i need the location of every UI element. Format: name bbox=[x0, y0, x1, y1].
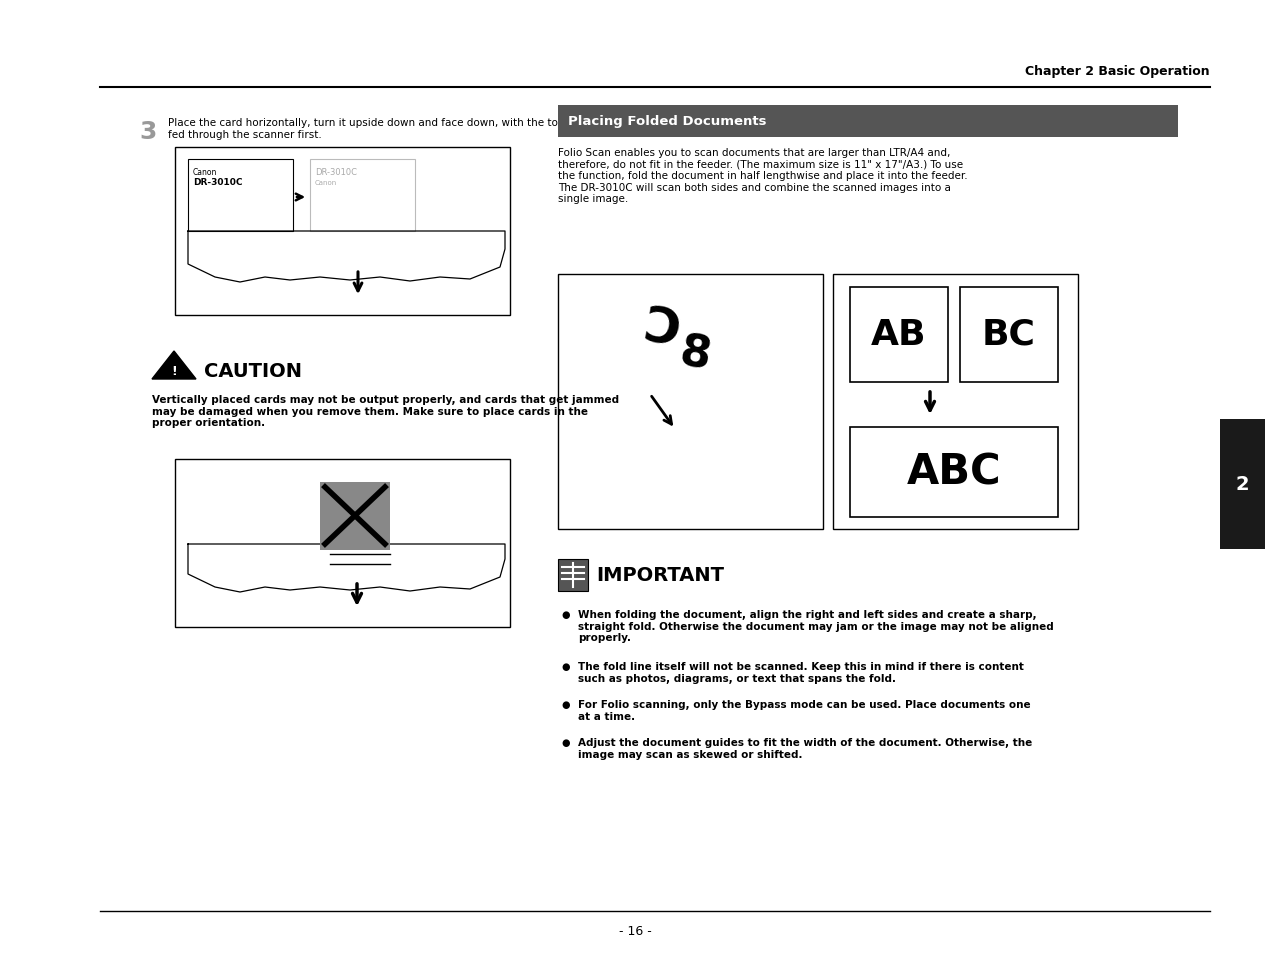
Text: Chapter 2 Basic Operation: Chapter 2 Basic Operation bbox=[1025, 65, 1210, 78]
FancyBboxPatch shape bbox=[188, 160, 293, 232]
Text: CAUTION: CAUTION bbox=[204, 362, 302, 381]
Text: ●: ● bbox=[561, 609, 570, 619]
FancyBboxPatch shape bbox=[175, 459, 511, 627]
Text: Adjust the document guides to fit the width of the document. Otherwise, the
imag: Adjust the document guides to fit the wi… bbox=[578, 738, 1033, 759]
Circle shape bbox=[652, 456, 660, 463]
Text: Ɔ: Ɔ bbox=[640, 303, 685, 356]
Text: - 16 -: - 16 - bbox=[618, 924, 652, 938]
FancyBboxPatch shape bbox=[558, 274, 823, 530]
Text: ABC: ABC bbox=[907, 452, 1001, 494]
FancyBboxPatch shape bbox=[558, 106, 1179, 138]
Text: Vertically placed cards may not be output properly, and cards that get jammed
ma: Vertically placed cards may not be outpu… bbox=[152, 395, 620, 428]
Text: 8: 8 bbox=[676, 331, 714, 378]
FancyBboxPatch shape bbox=[175, 148, 511, 315]
Text: Place the card horizontally, turn it upside down and face down, with the top
fed: Place the card horizontally, turn it ups… bbox=[168, 118, 564, 139]
Text: ●: ● bbox=[561, 661, 570, 671]
Text: BC: BC bbox=[982, 317, 1036, 352]
Text: The fold line itself will not be scanned. Keep this in mind if there is content
: The fold line itself will not be scanned… bbox=[578, 661, 1024, 683]
Text: ●: ● bbox=[561, 700, 570, 709]
FancyBboxPatch shape bbox=[320, 482, 390, 551]
Text: Canon: Canon bbox=[193, 168, 217, 177]
Text: DR-3010C: DR-3010C bbox=[193, 178, 243, 187]
FancyBboxPatch shape bbox=[850, 288, 947, 382]
Text: For Folio scanning, only the Bypass mode can be used. Place documents one
at a t: For Folio scanning, only the Bypass mode… bbox=[578, 700, 1031, 720]
FancyBboxPatch shape bbox=[310, 160, 415, 232]
Polygon shape bbox=[152, 352, 196, 379]
Text: Canon: Canon bbox=[315, 180, 338, 186]
Text: !: ! bbox=[171, 365, 177, 378]
Text: IMPORTANT: IMPORTANT bbox=[596, 566, 724, 585]
Text: DR-3010C: DR-3010C bbox=[315, 168, 357, 177]
Text: AB: AB bbox=[871, 317, 927, 352]
Text: Folio Scan enables you to scan documents that are larger than LTR/A4 and,
theref: Folio Scan enables you to scan documents… bbox=[558, 148, 968, 204]
Circle shape bbox=[635, 467, 645, 476]
Polygon shape bbox=[608, 277, 720, 379]
Text: Placing Folded Documents: Placing Folded Documents bbox=[568, 115, 767, 129]
Text: ●: ● bbox=[561, 738, 570, 747]
Polygon shape bbox=[620, 350, 759, 510]
Text: 3: 3 bbox=[140, 120, 156, 144]
FancyBboxPatch shape bbox=[558, 559, 588, 592]
Circle shape bbox=[620, 455, 630, 464]
FancyBboxPatch shape bbox=[850, 428, 1058, 517]
FancyBboxPatch shape bbox=[1220, 419, 1265, 550]
FancyBboxPatch shape bbox=[960, 288, 1058, 382]
FancyBboxPatch shape bbox=[833, 274, 1078, 530]
Text: 2: 2 bbox=[1236, 475, 1248, 494]
Text: When folding the document, align the right and left sides and create a sharp,
st: When folding the document, align the rig… bbox=[578, 609, 1054, 642]
